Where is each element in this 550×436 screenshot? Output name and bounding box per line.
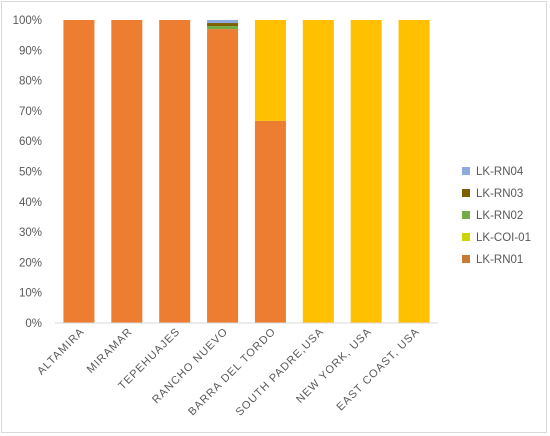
x-category-label: BARRA DEL TORDO (186, 326, 278, 418)
y-tick-label: 100% (13, 15, 42, 27)
y-tick-label: 30% (19, 227, 42, 239)
legend-label-lk-rn01: LK-RN01 (476, 254, 523, 266)
y-tick-label: 0% (25, 318, 42, 330)
legend-swatch-lk-rn03 (462, 189, 470, 197)
bar-segment-lk-rn03-rancho-nuevo (207, 23, 239, 27)
bar-segment-lk-rn01-miramar (111, 20, 143, 323)
legend-label-lk-coi-01: LK-COI-01 (476, 232, 531, 244)
bar-segment-lk-rn01-barra-del-tordo (254, 120, 286, 323)
bar-segment-lk-rn01-rancho-nuevo (207, 29, 239, 324)
y-tick-label: 60% (19, 136, 42, 148)
bars-layer (63, 20, 430, 324)
bar-segment-lk-coi-01-east-coast-usa (398, 20, 430, 323)
bar-segment-lk-rn04-rancho-nuevo (207, 20, 239, 24)
bar-segment-lk-coi-01-south-padre-usa (302, 20, 334, 323)
y-tick-label: 20% (19, 257, 42, 269)
y-tick-label: 70% (19, 106, 42, 118)
bar-segment-lk-rn01-tepehuajes (159, 20, 191, 323)
legend-label-lk-rn02: LK-RN02 (476, 210, 523, 222)
legend-swatch-lk-rn02 (462, 211, 470, 219)
y-tick-label: 50% (19, 167, 42, 179)
y-tick-label: 80% (19, 76, 42, 88)
legend-label-lk-rn04: LK-RN04 (476, 166, 524, 178)
x-category-label: EAST COAST, USA (335, 326, 423, 414)
legend-swatch-lk-coi-01 (462, 233, 470, 241)
bar-segment-lk-rn01-altamira (63, 20, 95, 323)
legend-label-lk-rn03: LK-RN03 (476, 188, 523, 200)
legend-swatch-lk-rn04 (462, 167, 470, 175)
bar-segment-lk-coi-01-new-york-usa (350, 20, 382, 323)
y-tick-label: 90% (19, 45, 42, 57)
x-category-label: ALTAMIRA (35, 326, 87, 378)
legend-swatch-lk-rn01 (462, 255, 470, 263)
bar-segment-lk-coi-01-barra-del-tordo (254, 20, 286, 121)
y-tick-label: 10% (19, 288, 42, 300)
y-tick-label: 40% (19, 197, 42, 209)
legend: LK-RN04 LK-RN03 LK-RN02 LK-COI-01 LK-RN01 (462, 166, 531, 266)
x-category-label: SOUTH PADRE,USA (234, 326, 327, 419)
x-category-label: MIRAMAR (85, 326, 135, 376)
bar-segment-lk-rn02-rancho-nuevo (207, 26, 239, 30)
y-axis-ticks: 0% 10% 20% 30% 40% 50% 60% 70% 80% 90% 100% (13, 15, 42, 330)
